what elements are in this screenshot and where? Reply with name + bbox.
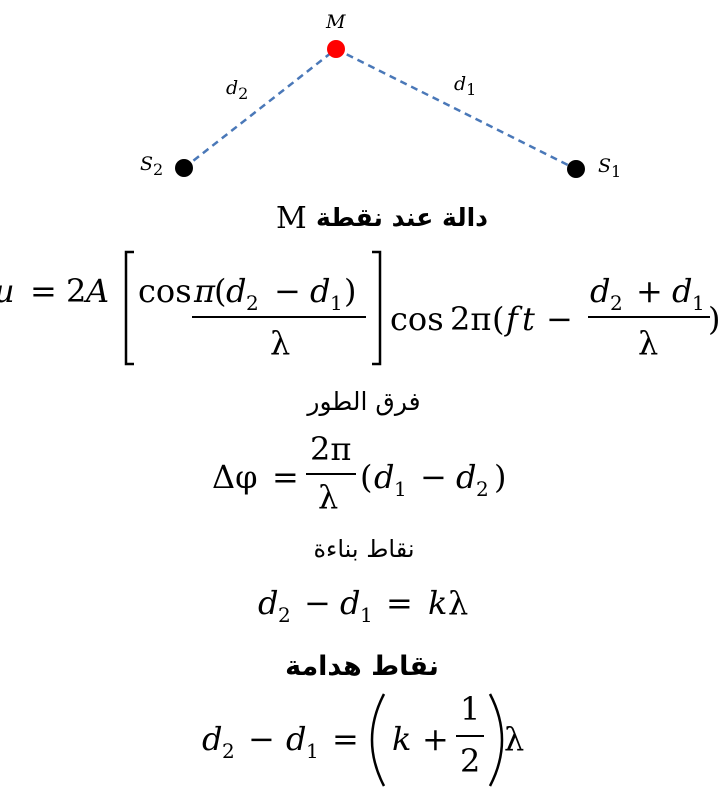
- eq1-d1b: d: [672, 272, 692, 310]
- eq1-cos1: cos: [138, 272, 192, 310]
- eq4-d2: d: [202, 720, 222, 758]
- eq1-pi: π: [193, 272, 216, 310]
- eq4-one: 1: [460, 690, 480, 728]
- eq3-equals: =: [386, 584, 413, 622]
- heading-function-at-point: دالة عند نقطة: [316, 203, 488, 232]
- eq1-left-bracket: [124, 250, 134, 366]
- heading-constructive-points: نقاط بناءة: [313, 535, 414, 563]
- eq1-right-bracket: [372, 250, 382, 366]
- eq1-u: u: [0, 272, 15, 310]
- heading-point-letter: M: [276, 201, 307, 236]
- eq2-paren-open: (: [360, 458, 372, 496]
- label-M: M: [325, 11, 346, 33]
- eq1-t: t: [522, 300, 535, 338]
- eq3-d2-sub: 2: [278, 603, 291, 627]
- label-S1: S1: [598, 155, 621, 181]
- eq2-two-pi: 2π: [310, 430, 351, 468]
- phase-equation: Δφ = 2π λ ( d 1 − d 2 ): [212, 430, 506, 516]
- eq4-two: 2: [460, 742, 480, 780]
- eq1-d2-sub: 2: [246, 291, 259, 315]
- eq1-d1: d: [310, 272, 330, 310]
- eq2-equals: =: [272, 458, 299, 496]
- eq4-minus: −: [248, 720, 275, 758]
- heading-destructive-points: نقاط هدامة: [285, 651, 439, 682]
- path-d1-line: [335, 47, 577, 171]
- eq1-lambda1: λ: [270, 324, 290, 362]
- eq2-d1: d: [374, 458, 394, 496]
- eq2-delta-phi: Δφ: [212, 458, 258, 496]
- eq4-k: k: [392, 720, 411, 758]
- heading-phase-difference: فرق الطور: [305, 387, 420, 416]
- eq1-plus: +: [636, 272, 663, 310]
- eq1-d1-sub: 1: [330, 291, 343, 315]
- constructive-equation: d 2 − d 1 = k λ: [258, 584, 468, 627]
- eq2-minus: −: [420, 458, 447, 496]
- eq1-paren2-close: ): [708, 300, 720, 338]
- label-d1: d1: [454, 73, 476, 99]
- eq4-paren-close: [488, 693, 504, 787]
- eq3-d1: d: [340, 584, 360, 622]
- eq1-equals: =: [30, 272, 57, 310]
- point-M: [327, 40, 345, 58]
- eq1-minus1: −: [274, 272, 301, 310]
- eq2-d2-sub: 2: [476, 477, 489, 501]
- eq2-d2: d: [456, 458, 476, 496]
- eq4-paren-open: [370, 693, 386, 787]
- wave-equation: u = 2 A cos π ( d 2 − d 1 ) λ cos 2π ( f…: [0, 250, 720, 366]
- eq1-paren-close: ): [344, 272, 356, 310]
- eq4-plus: +: [422, 720, 449, 758]
- eq2-lambda: λ: [318, 478, 338, 516]
- eq1-minus2: −: [546, 300, 573, 338]
- eq1-d2b: d: [590, 272, 610, 310]
- eq2-paren-close: ): [494, 458, 506, 496]
- eq2-d1-sub: 1: [394, 477, 407, 501]
- eq4-lambda: λ: [504, 720, 524, 758]
- eq1-paren2-open: (: [492, 300, 504, 338]
- source-S1: [567, 160, 585, 178]
- eq1-d1b-sub: 1: [692, 291, 705, 315]
- path-d2-line: [183, 48, 337, 169]
- eq1-A: A: [83, 272, 109, 310]
- label-S2: S2: [140, 153, 163, 179]
- eq1-lambda2: λ: [638, 324, 658, 362]
- eq4-equals: =: [332, 720, 359, 758]
- eq4-d1: d: [286, 720, 306, 758]
- eq3-minus: −: [304, 584, 331, 622]
- eq1-two: 2: [66, 272, 86, 310]
- label-d2: d2: [226, 77, 248, 103]
- eq1-two-pi: 2π: [450, 300, 491, 338]
- eq3-lambda: λ: [448, 584, 468, 622]
- eq1-d2b-sub: 2: [610, 291, 623, 315]
- destructive-equation: d 2 − d 1 = k + 1 2 λ: [202, 690, 524, 787]
- eq3-k: k: [428, 584, 447, 622]
- eq1-d2: d: [226, 272, 246, 310]
- eq1-f: f: [504, 300, 523, 338]
- source-S2: [175, 159, 193, 177]
- eq3-d1-sub: 1: [360, 603, 373, 627]
- eq4-d1-sub: 1: [306, 739, 319, 763]
- eq4-d2-sub: 2: [222, 739, 235, 763]
- eq1-cos2: cos: [390, 300, 444, 338]
- eq3-d2: d: [258, 584, 278, 622]
- eq1-paren-open: (: [214, 272, 226, 310]
